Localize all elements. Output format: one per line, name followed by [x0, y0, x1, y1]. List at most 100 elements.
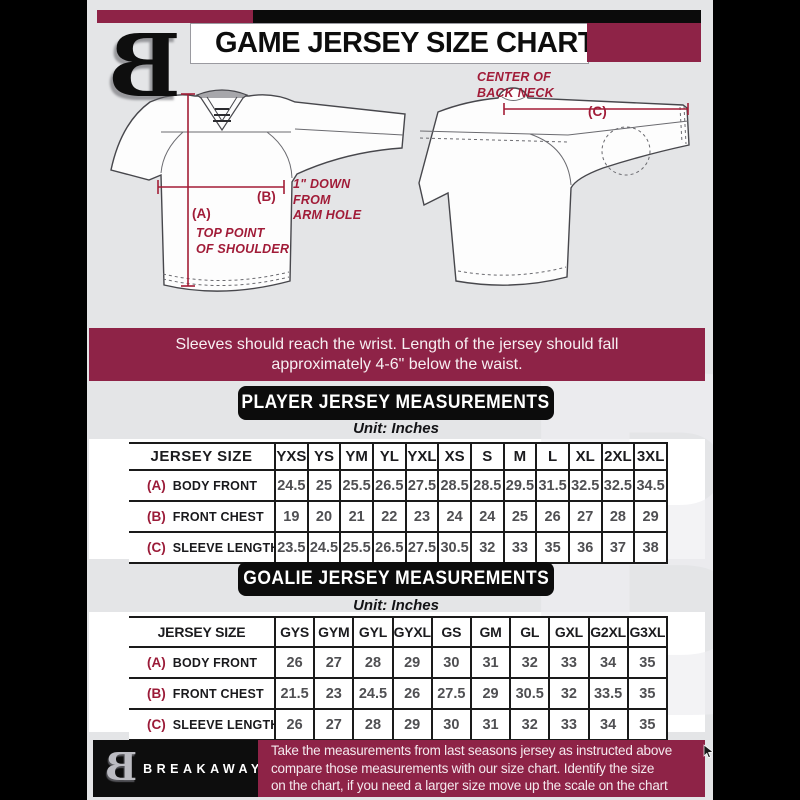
breakaway-footer-logo-icon: B — [105, 743, 138, 789]
breakaway-b-logo-icon: B — [108, 16, 181, 117]
front-jersey-outline — [110, 94, 406, 292]
table-cell: 31 — [469, 646, 512, 679]
table-cell: 26 — [391, 677, 433, 710]
row-label: (A) BODY FRONT — [129, 469, 276, 502]
header-strip-black — [253, 10, 701, 23]
row-label: (B) FRONT CHEST — [129, 677, 276, 710]
header-strip-maroon — [97, 10, 253, 23]
player-unit-label: Unit: Inches — [353, 420, 439, 437]
table-cell: 25.5 — [339, 531, 374, 564]
left-black-bar — [0, 0, 87, 800]
player-header-row: JERSEY SIZE YXS YS YM YL YXL XS S M L XL… — [129, 442, 668, 471]
table-cell: 28.5 — [469, 469, 505, 502]
table-cell: 24 — [469, 500, 505, 533]
table-cell: 32.5 — [600, 469, 636, 502]
size-header: GYS — [273, 616, 316, 648]
front-jersey-diagram — [110, 89, 406, 292]
table-cell: 29.5 — [502, 469, 538, 502]
table-cell: 37 — [600, 531, 636, 564]
size-header: GYL — [352, 616, 394, 648]
size-header: S — [469, 442, 505, 471]
row-label: (B) FRONT CHEST — [129, 500, 276, 533]
table-cell: 26.5 — [371, 531, 407, 564]
goalie-header-row: JERSEY SIZE GYS GYM GYL GYXL GS GM GL GX… — [129, 616, 669, 648]
table-cell: 34 — [587, 708, 629, 741]
footer-line: compare those measurements with our size… — [271, 760, 655, 776]
table-cell: 22 — [371, 500, 407, 533]
label-a-key: (A) — [192, 206, 211, 221]
table-cell: 19 — [274, 500, 309, 533]
table-cell: 25 — [502, 500, 538, 533]
table-cell: 28.5 — [437, 469, 472, 502]
back-jersey-outline — [418, 87, 690, 286]
table-cell: 35 — [535, 531, 570, 564]
size-header: M — [502, 442, 538, 471]
table-cell: 31 — [469, 708, 512, 741]
footer-line: on the chart, if you need a larger size … — [271, 778, 668, 794]
back-seams — [419, 96, 689, 276]
table-cell: 33 — [548, 708, 590, 741]
table-cell: 33 — [502, 531, 538, 564]
notice-line: Sleeves should reach the wrist. Length o… — [175, 335, 619, 353]
size-header: GL — [509, 616, 551, 648]
size-header: XS — [437, 442, 472, 471]
goalie-section-heading: GOALIE JERSEY MEASUREMENTS — [238, 562, 554, 596]
corner-header: JERSEY SIZE — [129, 616, 276, 648]
label-back-neck: CENTER OF BACK NECK — [477, 70, 554, 100]
table-cell: 23.5 — [274, 531, 309, 564]
size-header: YS — [306, 442, 342, 471]
size-header: 2XL — [600, 442, 636, 471]
size-header: GM — [469, 616, 512, 648]
table-cell: 24.5 — [306, 531, 342, 564]
table-cell: 27 — [313, 708, 355, 741]
footer-brand-name: BREAKAWAY — [143, 761, 264, 776]
table-cell: 23 — [313, 677, 355, 710]
table-cell: 24 — [437, 500, 472, 533]
table-cell: 36 — [567, 531, 603, 564]
table-cell: 38 — [633, 531, 668, 564]
row-label: (C) SLEEVE LENGTH — [129, 531, 276, 564]
back-jersey-diagram — [418, 87, 690, 286]
table-row: (B) FRONT CHEST 19 20 21 22 23 24 24 25 2… — [129, 500, 668, 533]
table-row: (A) BODY FRONT 26 27 28 29 30 31 32 33 34… — [129, 646, 669, 679]
table-cell: 35 — [626, 677, 669, 710]
table-cell: 29 — [391, 708, 433, 741]
table-cell: 35 — [626, 708, 669, 741]
table-cell: 33 — [548, 646, 590, 679]
size-header: 3XL — [633, 442, 668, 471]
table-cell: 27.5 — [404, 469, 440, 502]
notice-line: approximately 4-6" below the waist. — [271, 355, 523, 373]
measure-line-a — [181, 93, 195, 287]
corner-header: JERSEY SIZE — [129, 442, 276, 471]
table-cell: 30.5 — [437, 531, 472, 564]
title-accent-block — [587, 23, 701, 62]
collar-laces — [213, 108, 231, 122]
measure-line-c — [503, 103, 689, 115]
table-cell: 30 — [430, 646, 472, 679]
table-cell: 34.5 — [633, 469, 668, 502]
player-section-heading: PLAYER JERSEY MEASUREMENTS — [238, 386, 554, 420]
label-b-text: 1" DOWN FROM ARM HOLE — [293, 177, 362, 222]
table-cell: 29 — [469, 677, 512, 710]
size-header: GYXL — [391, 616, 433, 648]
table-cell: 24.5 — [352, 677, 394, 710]
table-cell: 28 — [352, 646, 394, 679]
footer-instructions: Take the measurements from last seasons … — [258, 740, 705, 797]
size-header: GYM — [313, 616, 355, 648]
goalie-unit-label: Unit: Inches — [353, 597, 439, 614]
size-header: GS — [430, 616, 472, 648]
table-cell: 33.5 — [587, 677, 629, 710]
player-size-table: JERSEY SIZE YXS YS YM YL YXL XS S M L XL… — [129, 442, 668, 564]
table-cell: 28 — [352, 708, 394, 741]
size-header: YXL — [404, 442, 440, 471]
table-row: (A) BODY FRONT 24.5 25 25.5 26.5 27.5 28.… — [129, 469, 668, 502]
table-cell: 25.5 — [339, 469, 374, 502]
measure-line-b — [157, 180, 285, 194]
table-cell: 26 — [273, 646, 316, 679]
size-header: GXL — [548, 616, 590, 648]
table-cell: 20 — [306, 500, 342, 533]
table-cell: 32 — [469, 531, 505, 564]
size-header: YL — [371, 442, 407, 471]
table-cell: 27 — [313, 646, 355, 679]
